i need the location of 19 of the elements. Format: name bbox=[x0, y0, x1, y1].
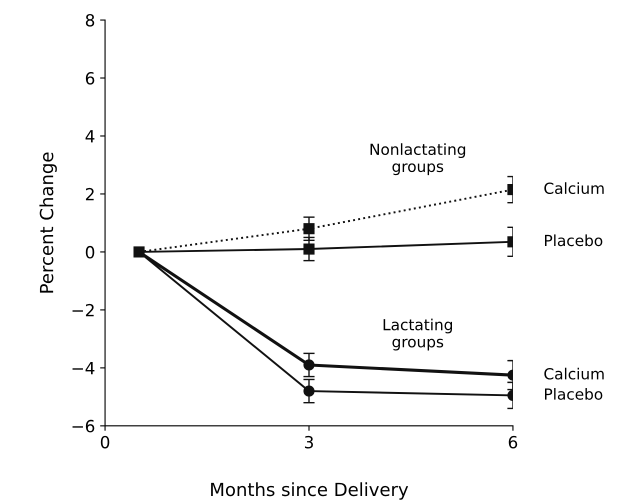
y-tick-label: −4 bbox=[72, 362, 94, 374]
series-label: Placebo bbox=[544, 388, 602, 400]
y-tick-label: 0 bbox=[86, 246, 94, 258]
y-tick-label: −6 bbox=[72, 420, 94, 432]
y-tick-label: 8 bbox=[86, 14, 94, 27]
annotation: Nonlactating groups bbox=[370, 143, 466, 176]
y-tick-label: −2 bbox=[72, 304, 94, 316]
y-axis-title: Percent Change bbox=[39, 152, 57, 293]
x-tick-label: 0 bbox=[100, 436, 110, 448]
x-tick-label: 3 bbox=[304, 436, 313, 448]
y-tick-label: 6 bbox=[86, 72, 94, 85]
annotation: Lactating groups bbox=[384, 318, 452, 350]
series-label: Calcium bbox=[544, 368, 604, 380]
series-label: Placebo bbox=[544, 234, 602, 246]
x-tick-label: 6 bbox=[508, 436, 518, 448]
series-label: Calcium bbox=[544, 182, 604, 194]
y-tick-label: 4 bbox=[86, 130, 94, 142]
y-tick-label: 2 bbox=[86, 188, 94, 200]
x-axis-title: Months since Delivery bbox=[211, 482, 408, 500]
